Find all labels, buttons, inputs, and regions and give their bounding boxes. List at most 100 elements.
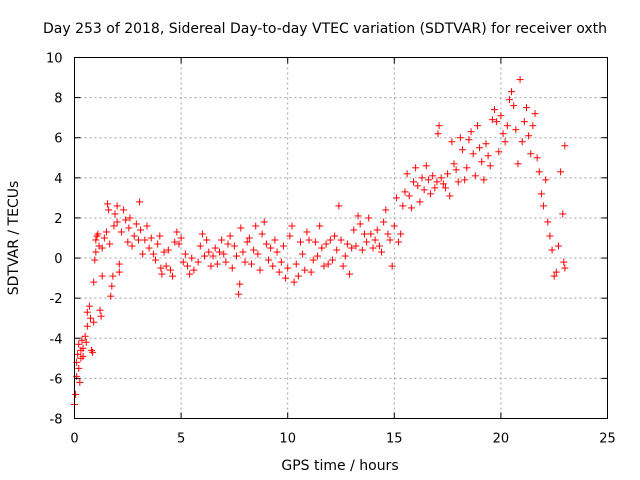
data-point <box>126 214 134 222</box>
data-point <box>358 246 366 254</box>
data-point <box>495 148 503 156</box>
data-point <box>503 122 511 130</box>
data-point <box>177 234 185 242</box>
data-point <box>484 152 492 160</box>
data-point <box>211 244 219 252</box>
data-point <box>92 248 100 256</box>
y-tick-label: 6 <box>54 132 62 147</box>
data-point <box>505 96 513 104</box>
data-point <box>277 258 285 266</box>
data-point <box>105 206 113 214</box>
data-point <box>282 274 290 282</box>
data-point <box>354 212 362 220</box>
data-point <box>501 138 509 146</box>
data-point <box>203 236 211 244</box>
data-point <box>139 250 147 258</box>
data-point <box>320 262 328 270</box>
data-point <box>461 176 469 184</box>
y-tick-label: 2 <box>54 212 62 227</box>
data-point <box>236 280 244 288</box>
data-point <box>188 254 196 262</box>
data-point <box>454 178 462 186</box>
data-point <box>322 240 330 248</box>
data-point <box>303 228 311 236</box>
data-point <box>190 266 198 274</box>
y-tick-label: -6 <box>50 372 63 387</box>
data-point <box>431 184 439 192</box>
chart-title: Day 253 of 2018, Sidereal Day-to-day VTE… <box>43 21 607 37</box>
data-point <box>265 256 273 264</box>
x-axis-label: GPS time / hours <box>281 458 398 474</box>
data-point <box>115 268 123 276</box>
data-point <box>414 182 422 190</box>
data-point <box>561 264 569 272</box>
y-tick-label: 10 <box>46 52 63 67</box>
data-point <box>371 236 379 244</box>
data-point <box>113 218 121 226</box>
data-point <box>427 190 435 198</box>
data-point <box>401 188 409 196</box>
data-point <box>288 222 296 230</box>
data-point <box>201 252 209 260</box>
data-point <box>237 224 245 232</box>
y-tick-label: 8 <box>54 92 62 107</box>
data-point <box>181 250 189 258</box>
data-point <box>75 364 83 372</box>
grid-lines <box>74 57 608 419</box>
data-point <box>348 244 356 252</box>
data-point <box>122 216 130 224</box>
data-point <box>252 222 260 230</box>
data-point <box>305 236 313 244</box>
data-point <box>369 244 377 252</box>
data-point <box>450 160 458 168</box>
data-point <box>557 168 565 176</box>
data-point <box>352 242 360 250</box>
x-tick-label: 5 <box>177 432 185 447</box>
data-point <box>405 192 413 200</box>
data-point <box>97 312 105 320</box>
data-point <box>76 378 84 386</box>
y-tick-label: 4 <box>54 172 62 187</box>
data-point <box>152 256 160 264</box>
data-point <box>397 230 405 238</box>
data-point <box>235 290 243 298</box>
data-point <box>296 238 304 246</box>
data-point <box>444 170 452 178</box>
data-point <box>456 134 464 142</box>
data-point <box>337 236 345 244</box>
data-point <box>292 260 300 268</box>
x-tick-label: 10 <box>279 432 296 447</box>
data-point <box>463 164 471 172</box>
data-point <box>459 146 467 154</box>
data-point <box>284 264 292 272</box>
data-point <box>529 122 537 130</box>
data-point <box>79 344 87 352</box>
data-point <box>469 150 477 158</box>
data-point <box>104 200 112 208</box>
data-point <box>326 236 334 244</box>
data-point <box>207 262 215 270</box>
data-point <box>169 272 177 280</box>
data-point <box>409 178 417 186</box>
data-point <box>213 260 221 268</box>
data-point <box>533 154 541 162</box>
data-point <box>554 242 562 250</box>
data-point <box>525 132 533 140</box>
data-point <box>294 272 302 280</box>
data-point <box>136 198 144 206</box>
data-point <box>382 206 390 214</box>
data-point <box>542 176 550 184</box>
data-point <box>465 136 473 144</box>
x-tick-label: 20 <box>493 432 510 447</box>
data-point <box>328 256 336 264</box>
data-point <box>518 138 526 146</box>
data-point <box>429 172 437 180</box>
data-point <box>420 186 428 194</box>
data-point <box>403 170 411 178</box>
data-point <box>160 248 168 256</box>
data-point <box>544 218 552 226</box>
data-point <box>516 76 524 84</box>
data-point <box>435 122 443 130</box>
data-point <box>386 236 394 244</box>
